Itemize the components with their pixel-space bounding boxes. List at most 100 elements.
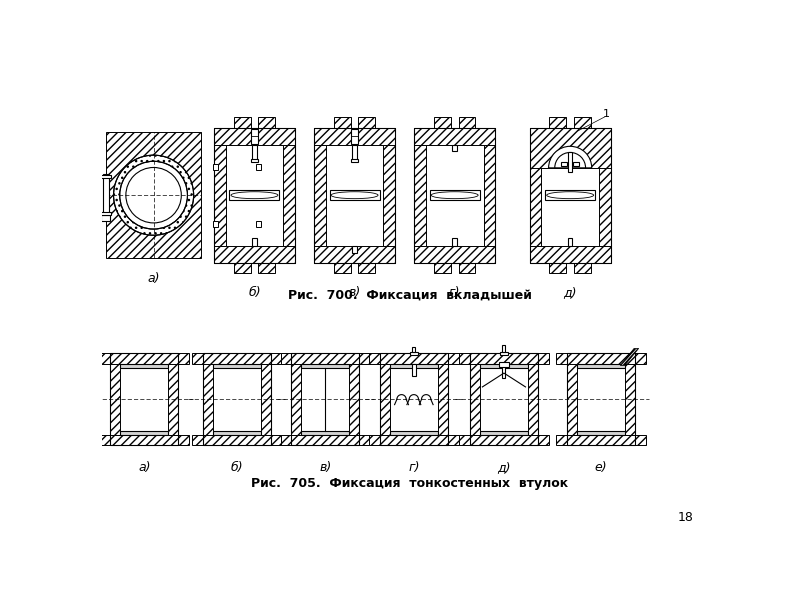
Bar <box>334 263 350 274</box>
Bar <box>258 117 275 128</box>
Bar <box>577 364 625 368</box>
Bar <box>530 245 610 263</box>
Text: б): б) <box>230 461 243 474</box>
Bar <box>256 164 261 170</box>
Bar <box>258 263 275 274</box>
Bar <box>480 364 528 368</box>
Bar <box>214 245 295 263</box>
Bar <box>369 434 380 445</box>
Bar <box>470 353 538 364</box>
Bar <box>281 434 291 445</box>
Bar <box>635 434 646 445</box>
Bar <box>352 245 357 253</box>
Bar <box>430 190 480 200</box>
Bar <box>434 117 451 128</box>
Bar <box>530 128 610 168</box>
Bar <box>412 347 415 352</box>
Bar <box>550 117 566 128</box>
Bar <box>550 263 566 274</box>
Bar <box>567 353 635 364</box>
Bar <box>380 364 390 434</box>
Bar <box>414 145 426 245</box>
Bar <box>102 215 110 221</box>
Circle shape <box>114 155 194 235</box>
Text: г): г) <box>449 286 461 299</box>
Bar <box>470 364 480 434</box>
Bar <box>203 353 270 445</box>
Bar <box>100 353 110 364</box>
Bar <box>351 128 358 144</box>
Bar <box>203 353 270 364</box>
Bar <box>459 353 470 364</box>
Bar <box>561 162 567 166</box>
Bar <box>458 263 475 274</box>
Wedge shape <box>554 152 586 168</box>
Bar <box>411 364 416 376</box>
Bar <box>545 190 595 200</box>
Bar <box>291 434 359 445</box>
Bar <box>234 263 250 274</box>
Bar <box>349 364 359 434</box>
Bar <box>213 164 218 170</box>
Bar <box>168 364 178 434</box>
Bar <box>121 364 168 368</box>
Text: е): е) <box>594 461 607 474</box>
Bar <box>458 117 475 128</box>
Text: Рис.  700.  Фиксация  вкладышей: Рис. 700. Фиксация вкладышей <box>288 289 532 302</box>
Bar <box>502 364 506 377</box>
Bar <box>470 434 538 445</box>
Bar <box>452 145 457 151</box>
Bar <box>230 190 279 200</box>
Bar <box>270 353 282 364</box>
Bar <box>567 353 635 445</box>
Ellipse shape <box>546 192 594 199</box>
Bar <box>434 263 451 274</box>
Bar <box>568 152 573 172</box>
Bar <box>358 263 375 274</box>
Bar <box>448 353 458 364</box>
Bar <box>502 346 506 352</box>
Bar <box>352 145 357 160</box>
Text: 1: 1 <box>603 109 610 119</box>
Bar <box>350 158 358 162</box>
Bar <box>100 434 110 445</box>
Bar <box>498 362 510 367</box>
Wedge shape <box>114 155 194 235</box>
Text: д): д) <box>563 286 577 299</box>
Bar <box>448 434 458 445</box>
Bar <box>459 434 470 445</box>
Bar <box>110 353 178 445</box>
Bar <box>410 352 418 355</box>
Bar <box>252 145 257 160</box>
Bar <box>383 145 395 245</box>
Bar <box>251 128 258 144</box>
Ellipse shape <box>331 192 378 199</box>
Text: Рис.  705.  Фиксация  тонкостенных  втулок: Рис. 705. Фиксация тонкостенных втулок <box>251 478 569 490</box>
Bar <box>556 434 567 445</box>
Bar <box>500 352 508 355</box>
Ellipse shape <box>231 192 278 199</box>
Bar <box>234 117 250 128</box>
Bar <box>101 175 111 178</box>
Bar <box>110 434 178 445</box>
Bar <box>574 117 591 128</box>
Bar <box>102 173 109 217</box>
Bar <box>302 364 349 368</box>
Bar <box>192 434 203 445</box>
Bar <box>203 434 270 445</box>
Text: 18: 18 <box>678 511 694 524</box>
Bar <box>480 431 528 434</box>
Bar <box>530 128 610 263</box>
Bar <box>314 145 326 245</box>
Text: в): в) <box>349 286 361 299</box>
Text: а): а) <box>138 461 150 474</box>
Bar <box>291 364 302 434</box>
Bar <box>438 364 448 434</box>
Bar <box>291 353 359 364</box>
Bar <box>483 145 495 245</box>
Bar <box>577 431 625 434</box>
Bar <box>250 158 258 162</box>
Bar <box>567 434 635 445</box>
Bar <box>256 221 261 227</box>
Bar <box>567 364 577 434</box>
